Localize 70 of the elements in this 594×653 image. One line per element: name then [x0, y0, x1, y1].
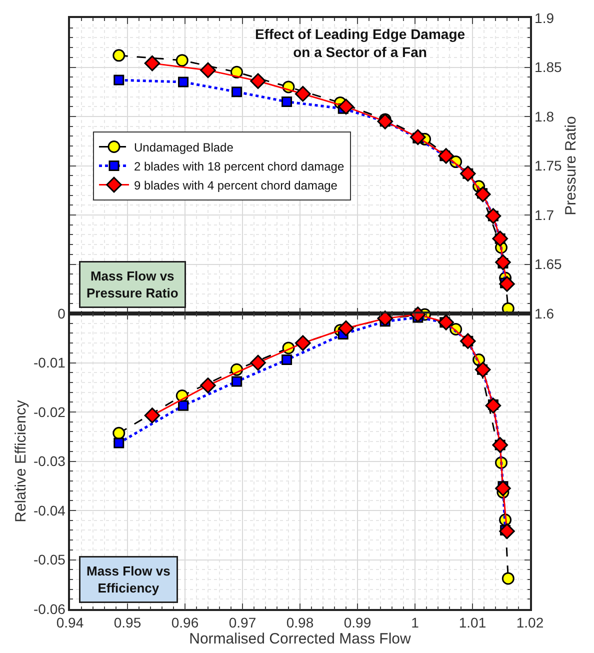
- point: [338, 98, 354, 115]
- point: [250, 73, 266, 89]
- point: [112, 49, 126, 62]
- point: [474, 186, 491, 202]
- y-tick-label: 0: [58, 305, 66, 322]
- text: Effect of Leading Edge Damage on a Sector of a Fan: [255, 26, 466, 60]
- annotation: Mass Flow vs Efficiency: [86, 564, 170, 596]
- y-tick-label: -0.01: [34, 354, 66, 371]
- y-tick-label: 1.75: [534, 158, 562, 174]
- legend-label: 9 blades with 4 percent chord damage: [134, 178, 338, 192]
- point: [232, 376, 242, 387]
- y-tick-label: 1.8: [534, 108, 554, 124]
- point: [250, 354, 266, 371]
- point: [499, 523, 515, 540]
- point: [410, 129, 426, 146]
- point: [474, 362, 491, 378]
- annotation: Mass Flow vs Pressure Ratio: [86, 268, 178, 300]
- point: [294, 86, 311, 102]
- x-tick-label: 1: [411, 614, 420, 631]
- point: [438, 148, 454, 164]
- y-tick-label: 1.85: [534, 59, 562, 76]
- point: [499, 276, 515, 292]
- y-tick-label: -0.02: [34, 404, 66, 420]
- y-tick-label: 1.7: [534, 206, 554, 223]
- y-axis-title: Relative Efficiency: [12, 400, 30, 522]
- point: [377, 114, 393, 130]
- y-tick-label: -0.05: [34, 552, 66, 568]
- point: [144, 55, 160, 72]
- point: [502, 572, 514, 585]
- x-tick-label: 0.95: [114, 614, 142, 631]
- y-tick-label: -0.04: [34, 502, 66, 518]
- point: [460, 166, 476, 182]
- x-tick-label: 0.99: [344, 614, 372, 631]
- y-tick-label: -0.06: [34, 600, 66, 617]
- point: [200, 62, 216, 78]
- x-axis-title: Normalised Corrected Mass Flow: [189, 630, 412, 648]
- point: [492, 437, 508, 453]
- point: [438, 314, 454, 330]
- point: [282, 96, 292, 107]
- y-tick-label: 1.6: [534, 305, 554, 322]
- y-axis-title: Pressure Ratio: [562, 116, 580, 216]
- legend-label: Undamaged Blade: [134, 140, 234, 154]
- x-tick-label: 0.98: [286, 614, 314, 631]
- point: [176, 54, 188, 67]
- point: [144, 408, 160, 424]
- point: [232, 86, 242, 98]
- point: [282, 354, 292, 366]
- x-tick-label: 1.01: [458, 614, 486, 631]
- legend-label: 2 blades with 18 percent chord damage: [134, 159, 344, 174]
- point: [495, 254, 511, 270]
- point: [294, 335, 311, 351]
- point: [178, 400, 189, 411]
- y-tick-label: -0.03: [34, 453, 66, 470]
- y-tick-label: 1.9: [534, 10, 554, 26]
- point: [485, 208, 502, 224]
- x-tick-label: 0.96: [171, 614, 199, 631]
- point: [485, 398, 502, 414]
- point: [178, 76, 189, 88]
- point: [495, 480, 511, 496]
- point: [112, 426, 126, 440]
- point: [460, 333, 476, 349]
- point: [114, 438, 124, 448]
- x-tick-label: 0.94: [56, 614, 84, 631]
- x-tick-label: 1.02: [516, 614, 544, 631]
- point: [114, 74, 124, 86]
- y-tick-label: 1.65: [534, 256, 562, 272]
- point: [492, 230, 508, 247]
- point: [338, 320, 354, 336]
- x-tick-label: 0.97: [228, 614, 256, 631]
- point: [200, 378, 216, 394]
